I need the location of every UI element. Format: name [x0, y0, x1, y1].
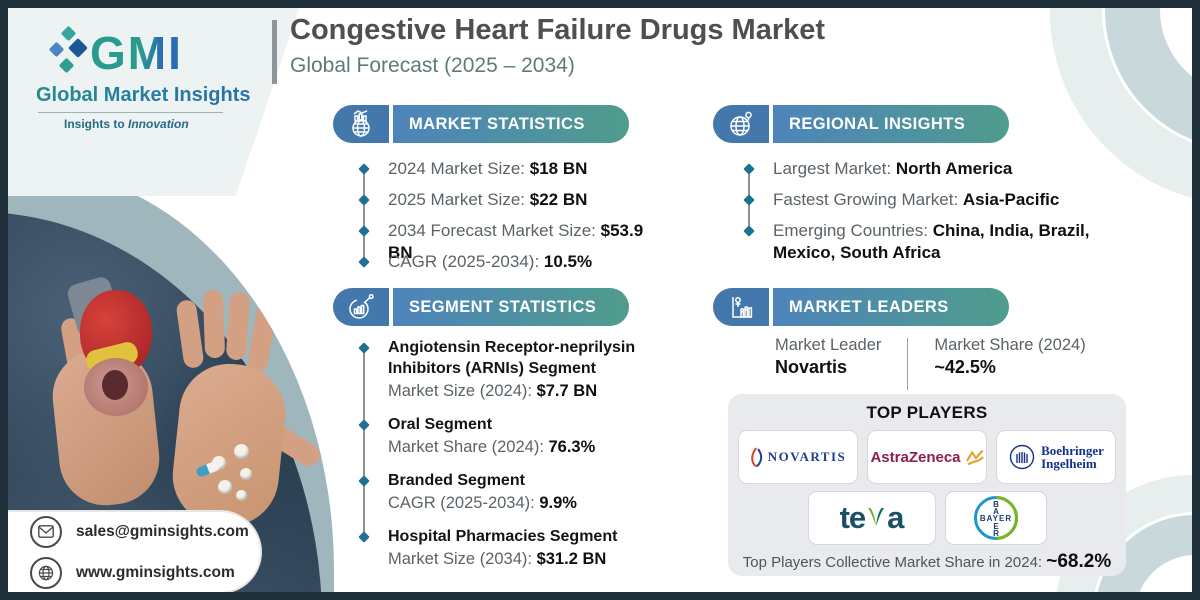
bullet-icon — [743, 163, 755, 175]
bullet-icon — [743, 225, 755, 237]
teva-leaf-icon — [866, 500, 886, 536]
regional-insights-list: Largest Market: North America Fastest Gr… — [743, 158, 1127, 264]
bayer-logo: BAYER B A E R — [944, 491, 1047, 545]
bullet-icon — [358, 225, 370, 237]
list-item: Angiotensin Receptor-neprilysin Inhibito… — [358, 337, 662, 403]
bullet-icon — [358, 419, 370, 431]
list-item: Largest Market: North America — [743, 158, 1127, 189]
market-leaders-header: MARKET LEADERS — [713, 288, 1009, 326]
gmi-diamonds-icon — [48, 24, 90, 82]
market-statistics-list: 2024 Market Size: $18 BN 2025 Market Siz… — [358, 158, 660, 282]
segment-statistics-header: SEGMENT STATISTICS — [333, 288, 629, 326]
bullet-icon — [358, 194, 370, 206]
bullet-icon — [358, 256, 370, 268]
boehringer-ingelheim-logo: Boehringer Ingelheim — [996, 430, 1116, 484]
market-leader-label: Market Leader — [775, 336, 882, 354]
pill — [236, 490, 247, 501]
market-leader-summary: Market Leader Novartis Market Share (202… — [775, 336, 1086, 390]
collective-share-line: Top Players Collective Market Share in 2… — [742, 551, 1112, 572]
svg-text:A: A — [993, 507, 999, 516]
market-share-value: ~42.5% — [934, 357, 996, 377]
pill — [234, 444, 249, 459]
globe-icon — [30, 556, 62, 589]
list-item: Fastest Growing Market: Asia-Pacific — [743, 189, 1127, 220]
svg-text:E: E — [993, 522, 999, 531]
title-accent-bar — [272, 20, 277, 84]
bayer-cross-icon: BAYER B A E R — [973, 496, 1018, 540]
bullet-icon — [358, 475, 370, 487]
teva-logo: te a — [807, 491, 936, 545]
pill — [218, 480, 232, 494]
market-statistics-title: MARKET STATISTICS — [409, 114, 585, 133]
page-subtitle: Global Forecast (2025 – 2034) — [290, 54, 575, 77]
pill — [240, 468, 252, 480]
brand-name: Global Market Insights — [36, 84, 300, 107]
top-players-row-2: te a BAYER B A E R — [807, 491, 1047, 545]
astrazeneca-logo: AstraZeneca — [867, 430, 987, 484]
market-leaders-title: MARKET LEADERS — [789, 297, 949, 316]
bullet-icon — [358, 531, 370, 543]
list-item: Branded Segment CAGR (2025-2034): 9.9% — [358, 470, 662, 515]
contact-email[interactable]: sales@gminsights.com — [30, 515, 260, 548]
list-item: 2025 Market Size: $22 BN — [358, 189, 660, 220]
brand-tagline: Insights to Innovation — [64, 117, 189, 131]
market-leader-col: Market Leader Novartis — [775, 336, 881, 390]
market-leaders-icon — [713, 288, 769, 326]
regional-insights-header: REGIONAL INSIGHTS — [713, 105, 1009, 143]
email-icon — [30, 515, 62, 548]
bullet-icon — [358, 342, 370, 354]
market-share-col: Market Share (2024) ~42.5% — [934, 336, 1085, 390]
top-players-box: TOP PLAYERS NOVARTIS AstraZeneca — [728, 394, 1126, 576]
segment-statistics-list: Angiotensin Receptor-neprilysin Inhibito… — [358, 337, 662, 582]
brand-logo-area: GMI Global Market Insights Insights to I… — [8, 6, 300, 196]
regional-insights-title: REGIONAL INSIGHTS — [789, 114, 966, 133]
contact-website-text: www.gminsights.com — [76, 563, 235, 581]
bullet-icon — [743, 194, 755, 206]
list-item: 2024 Market Size: $18 BN — [358, 158, 660, 189]
market-statistics-header: MARKET STATISTICS — [333, 105, 629, 143]
list-item: Hospital Pharmacies Segment Market Size … — [358, 526, 662, 571]
page-title: Congestive Heart Failure Drugs Market — [290, 14, 826, 46]
svg-text:R: R — [993, 529, 999, 538]
segment-statistics-title: SEGMENT STATISTICS — [409, 297, 597, 316]
list-item: CAGR (2025-2034): 10.5% — [358, 251, 660, 282]
decor-ring-top-right-icon — [1160, 0, 1200, 95]
contact-card: sales@gminsights.com www.gminsights.com — [8, 512, 260, 592]
divider — [907, 338, 909, 390]
contact-website[interactable]: www.gminsights.com — [30, 556, 260, 589]
heart-model — [65, 274, 166, 420]
list-item: Emerging Countries: China, India, Brazil… — [743, 220, 1127, 264]
regional-insights-icon — [713, 105, 769, 143]
brand-divider — [38, 112, 223, 113]
gmi-logo-text: GMI — [90, 27, 183, 79]
decor-ring-bottom-right-icon — [1135, 555, 1200, 600]
top-players-title: TOP PLAYERS — [866, 403, 988, 422]
svg-text:B: B — [993, 500, 999, 509]
list-item: 2034 Forecast Market Size: $53.9 BN — [358, 220, 660, 262]
list-item: Oral Segment Market Share (2024): 76.3% — [358, 414, 662, 459]
bullet-icon — [358, 163, 370, 175]
market-share-label: Market Share (2024) — [934, 336, 1086, 354]
svg-text:BAYER: BAYER — [979, 514, 1011, 523]
market-leader-name: Novartis — [775, 357, 848, 377]
segment-statistics-icon — [333, 288, 389, 326]
boehringer-icon — [1009, 444, 1035, 470]
novartis-flame-icon — [750, 447, 762, 467]
market-statistics-icon — [333, 105, 389, 143]
top-players-row-1: NOVARTIS AstraZeneca Boehringer Ingelheim — [738, 430, 1116, 484]
astrazeneca-swoosh-icon — [965, 449, 984, 465]
novartis-logo: NOVARTIS — [738, 430, 858, 484]
contact-email-text: sales@gminsights.com — [76, 522, 249, 540]
